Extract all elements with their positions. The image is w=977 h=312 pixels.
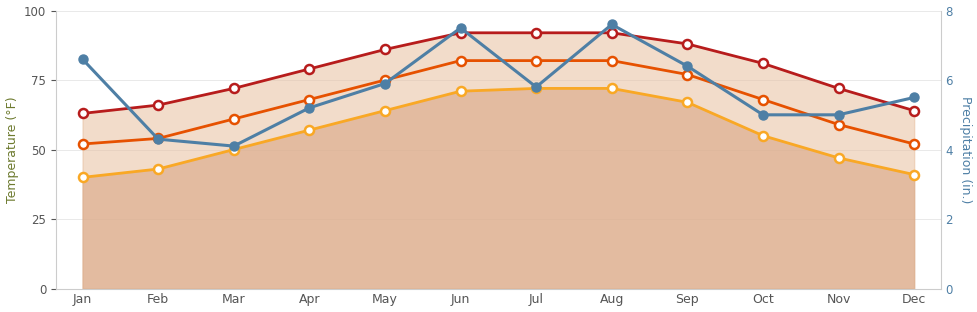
- Y-axis label: Precipitation (in.): Precipitation (in.): [958, 96, 971, 203]
- Y-axis label: Temperature (°F): Temperature (°F): [6, 96, 19, 203]
